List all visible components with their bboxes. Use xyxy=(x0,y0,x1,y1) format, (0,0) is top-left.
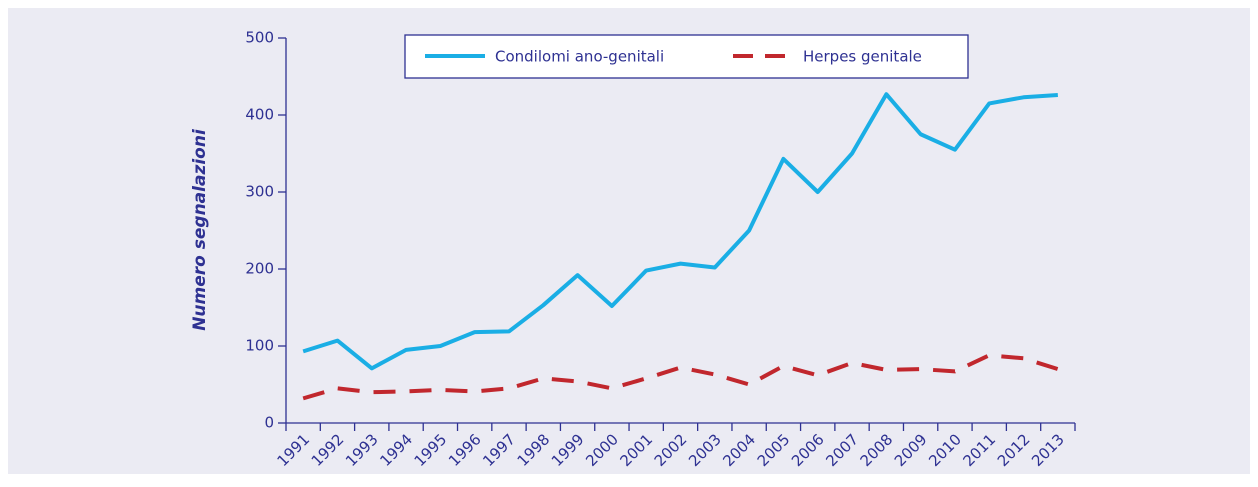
legend-box xyxy=(404,34,969,79)
series-line xyxy=(302,353,1059,401)
y-tick-label: 0 xyxy=(264,414,274,432)
background xyxy=(8,8,1250,474)
y-tick-label: 100 xyxy=(245,337,274,355)
legend-label: Condilomi ano-genitali xyxy=(495,48,664,66)
y-tick-label: 400 xyxy=(245,106,274,124)
y-tick-label: 200 xyxy=(245,260,274,278)
y-tick-label: 300 xyxy=(245,183,274,201)
legend-label: Herpes genitale xyxy=(803,48,922,66)
y-tick-label: 500 xyxy=(245,29,274,47)
series-line xyxy=(302,92,1058,371)
y-axis-title: Numero segnalazioni xyxy=(190,128,210,331)
